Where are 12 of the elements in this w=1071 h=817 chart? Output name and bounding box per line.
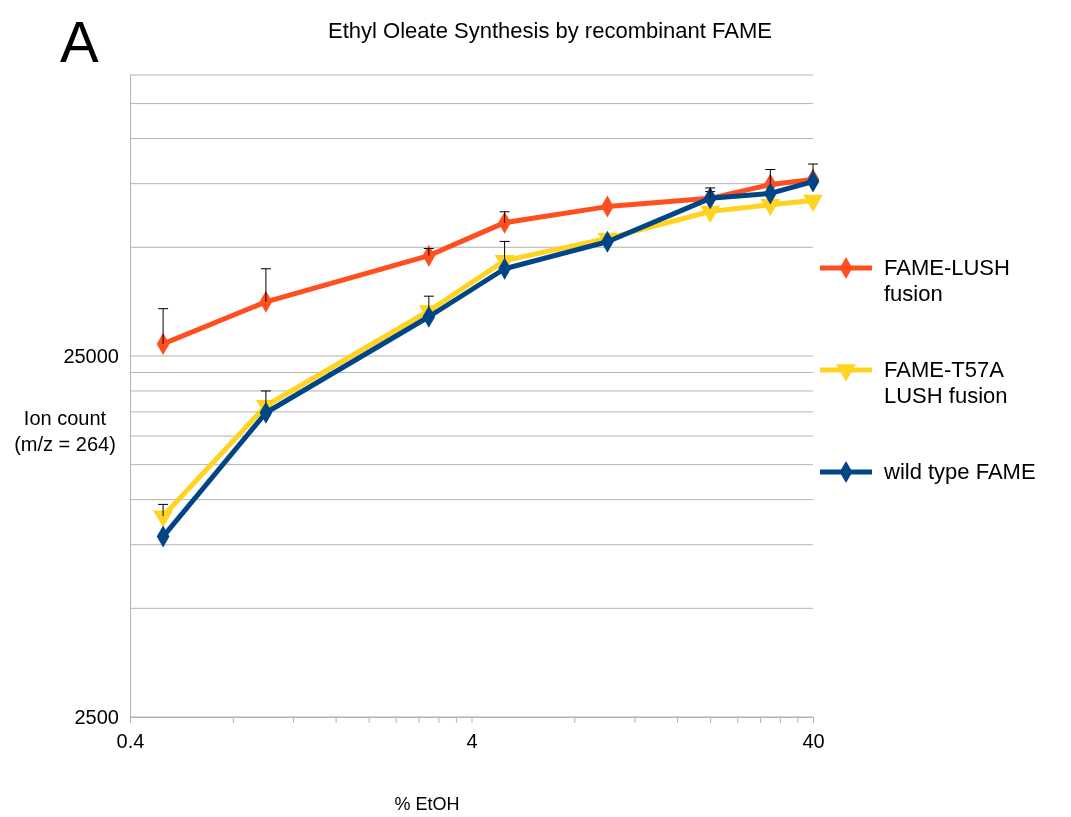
y-tick-label: 25000: [63, 344, 119, 367]
x-tick-label: 4: [466, 730, 478, 752]
legend-label: FAME-T57A LUSH fusion: [884, 357, 1008, 409]
legend-label: wild type FAME: [883, 459, 1036, 484]
y-tick-label: 2500: [74, 705, 119, 728]
y-axis-title: Ion count (m/z = 264): [14, 407, 116, 455]
text: A: [60, 9, 99, 74]
x-tick-label: 40: [802, 730, 825, 752]
x-axis-title: % EtOH: [394, 794, 460, 814]
x-tick-label: 0.4: [116, 730, 145, 752]
legend-label: FAME-LUSH fusion: [884, 255, 1010, 307]
chart-title: Ethyl Oleate Synthesis by recombinant FAME: [328, 18, 772, 43]
